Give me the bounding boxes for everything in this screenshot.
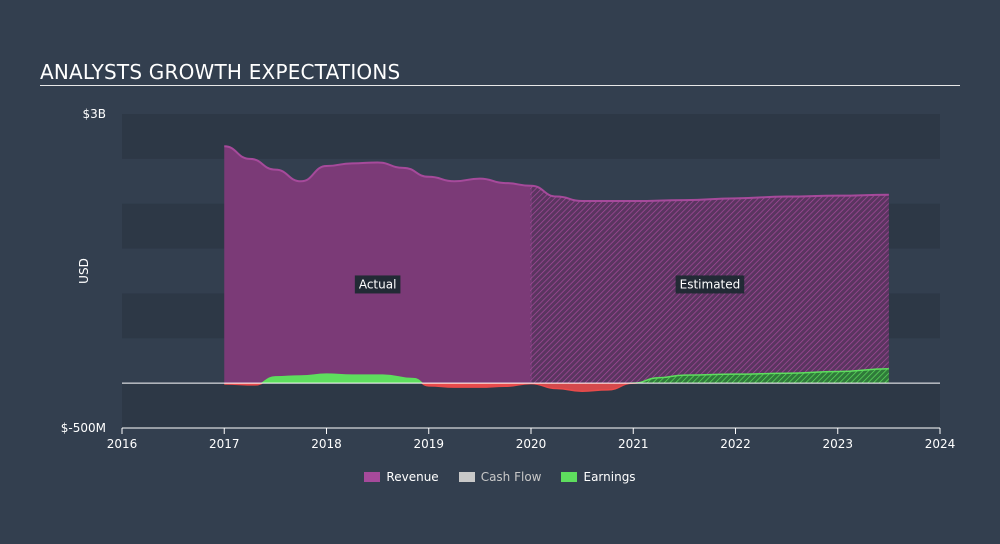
legend-item-revenue[interactable]: Revenue bbox=[364, 470, 439, 484]
background-band bbox=[122, 383, 940, 428]
x-tick-label: 2016 bbox=[107, 437, 138, 451]
x-tick-label: 2022 bbox=[720, 437, 751, 451]
earnings-area-negative bbox=[224, 383, 530, 388]
x-tick-label: 2020 bbox=[516, 437, 547, 451]
x-tick-label: 2023 bbox=[822, 437, 853, 451]
y-axis-label: USD bbox=[77, 258, 91, 284]
y-tick-label: $3B bbox=[82, 107, 106, 121]
series-areas bbox=[224, 145, 889, 392]
legend-swatch-revenue bbox=[364, 472, 381, 482]
x-tick-label: 2021 bbox=[618, 437, 649, 451]
background-band bbox=[122, 114, 940, 159]
earnings-line-positive bbox=[260, 368, 889, 384]
region-label-bg bbox=[354, 275, 401, 294]
axes: 2016 2017 2018 2019 2020 2021 2022 2023 2024 $3B $… bbox=[61, 107, 956, 451]
region-label-text: Actual bbox=[359, 277, 397, 291]
earnings-area-negative-estimated bbox=[530, 383, 889, 392]
y-tick-label: $-500M bbox=[61, 421, 106, 435]
chart-title: ANALYSTS GROWTH EXPECTATIONS bbox=[40, 60, 401, 84]
legend-label: Revenue bbox=[386, 470, 439, 484]
earnings-line-group bbox=[224, 368, 889, 392]
x-tick-label: 2024 bbox=[925, 437, 956, 451]
revenue-area-actual bbox=[224, 146, 530, 384]
legend: Revenue Cash Flow Earnings bbox=[0, 470, 1000, 484]
chart-labels: Actual Estimated bbox=[354, 275, 745, 294]
region-label-bg bbox=[675, 275, 745, 294]
x-tick-label: 2019 bbox=[413, 437, 444, 451]
legend-swatch-earnings bbox=[561, 472, 578, 482]
legend-label: Earnings bbox=[583, 470, 636, 484]
revenue-line bbox=[224, 145, 889, 203]
legend-item-cash-flow[interactable]: Cash Flow bbox=[458, 470, 542, 484]
x-tick-label: 2017 bbox=[209, 437, 240, 451]
title-divider bbox=[40, 85, 960, 86]
legend-swatch-cash-flow bbox=[458, 472, 475, 482]
region-label-actual: Actual bbox=[354, 275, 401, 294]
earnings-line-negative bbox=[224, 383, 641, 392]
legend-label: Cash Flow bbox=[480, 470, 542, 484]
region-label-text: Estimated bbox=[680, 277, 741, 291]
legend-item-earnings[interactable]: Earnings bbox=[561, 470, 636, 484]
x-tick-label: 2018 bbox=[311, 437, 342, 451]
region-label-estimated: Estimated bbox=[675, 275, 745, 294]
